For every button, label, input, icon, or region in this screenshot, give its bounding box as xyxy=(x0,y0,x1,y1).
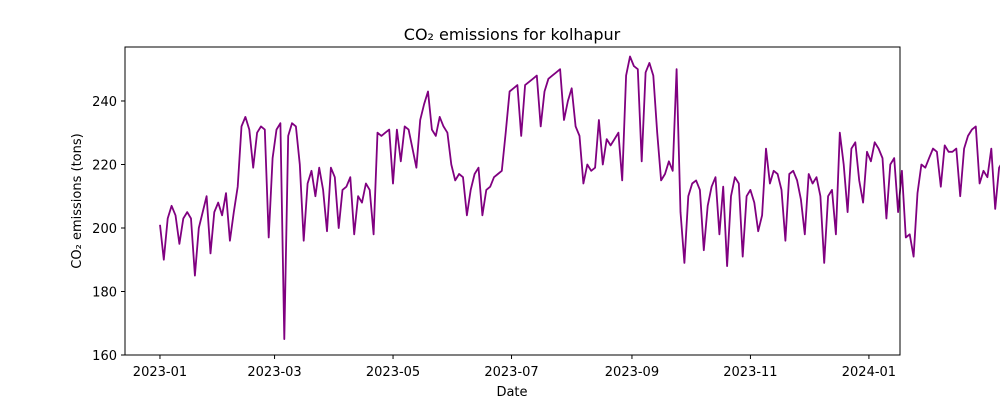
x-axis: 2023-01 2023-03 2023-05 2023-07 2023-09 2023-… xyxy=(133,355,896,380)
x-tick-label: 2023-11 xyxy=(723,365,777,380)
y-tick-label: 160 xyxy=(92,349,117,364)
y-tick-label: 240 xyxy=(92,95,117,110)
y-axis-label: CO₂ emissions (tons) xyxy=(70,133,85,268)
y-axis: 160 180 200 220 240 xyxy=(92,95,125,364)
x-tick-label: 2024-01 xyxy=(842,365,896,380)
x-tick-label: 2023-09 xyxy=(605,365,659,380)
y-tick-label: 180 xyxy=(92,285,117,300)
chart-title: CO₂ emissions for kolhapur xyxy=(404,25,621,44)
x-tick-label: 2023-01 xyxy=(133,365,187,380)
plot-area xyxy=(159,55,1000,341)
x-tick-label: 2023-03 xyxy=(247,365,301,380)
y-tick-label: 220 xyxy=(92,158,117,173)
x-tick-label: 2023-05 xyxy=(366,365,420,380)
plot-frame xyxy=(124,46,901,356)
series-line xyxy=(159,55,1000,341)
x-tick-label: 2023-07 xyxy=(484,365,538,380)
x-axis-label: Date xyxy=(496,385,527,400)
y-tick-label: 200 xyxy=(92,222,117,237)
